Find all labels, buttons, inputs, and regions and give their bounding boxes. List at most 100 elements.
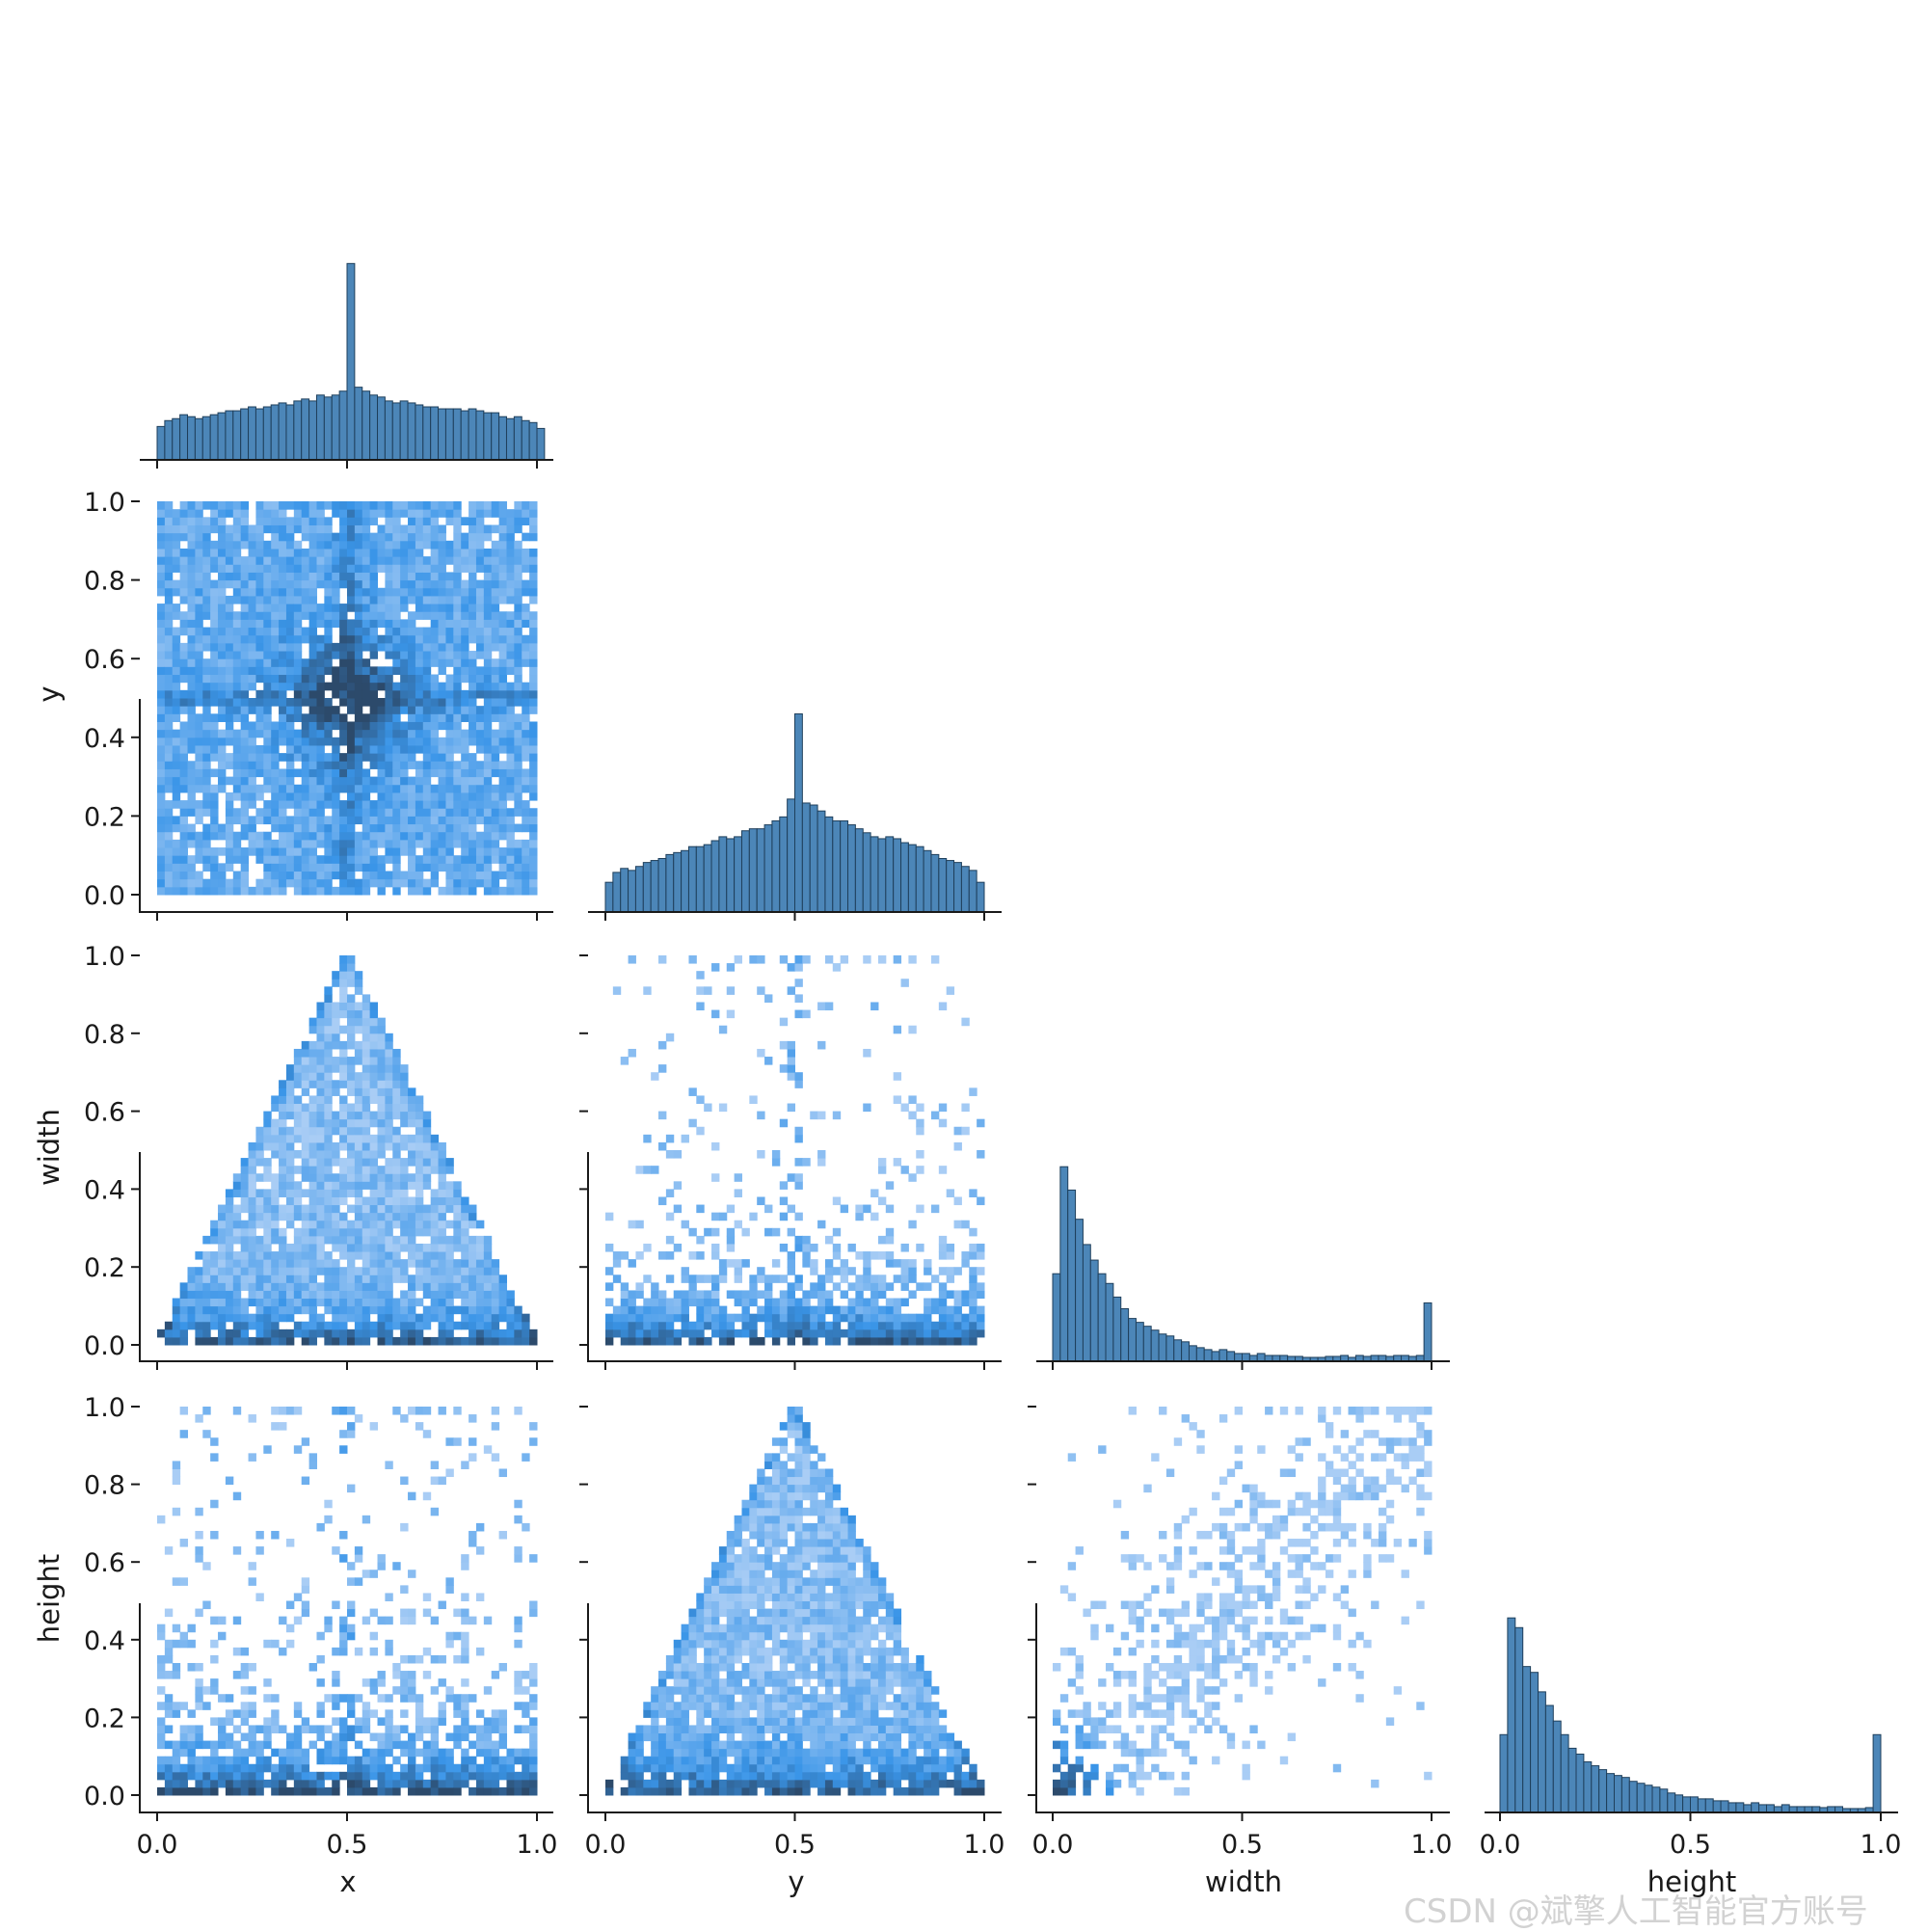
heat-cell (445, 1780, 453, 1788)
heat-cell (370, 879, 378, 888)
heat-cell (370, 1648, 378, 1656)
heat-cell (279, 1749, 286, 1758)
heat-cell (294, 1749, 302, 1758)
heat-cell (378, 604, 386, 612)
heat-cell (362, 1119, 370, 1128)
heat-cell (415, 1127, 423, 1136)
heat-cell (226, 1221, 233, 1229)
heat-cell (453, 501, 461, 510)
heat-cell (855, 1290, 863, 1299)
heat-cell (469, 863, 476, 872)
heat-cell (431, 1251, 439, 1260)
heat-cell (924, 1259, 931, 1268)
heat-cell (757, 1290, 764, 1299)
heat-cell (339, 963, 347, 972)
heat-cell (279, 832, 286, 841)
heat-cell (195, 643, 202, 652)
hist-bar (249, 407, 256, 460)
heat-cell (886, 1329, 894, 1338)
heat-cell (165, 761, 173, 769)
heat-cell (378, 635, 386, 644)
heat-cell (370, 816, 378, 824)
heat-cell (378, 564, 386, 573)
heat-cell (347, 971, 355, 979)
heat-cell (514, 635, 522, 644)
heat-cell (263, 730, 271, 738)
heat-cell (848, 1306, 856, 1315)
heat-cell (249, 1244, 256, 1252)
heat-cell (795, 1244, 803, 1252)
heat-cell (309, 761, 317, 769)
heat-cell (347, 541, 355, 550)
heat-cell (226, 549, 233, 557)
heat-cell (506, 1329, 514, 1338)
heat-cell (355, 1166, 362, 1174)
heat-cell (173, 753, 180, 762)
heat-cell (173, 792, 180, 801)
heat-cell (332, 979, 339, 987)
heat-cell (939, 1299, 947, 1307)
heat-cell (249, 604, 256, 612)
heat-cell (332, 666, 339, 675)
heat-cell (255, 1244, 263, 1252)
heat-cell (226, 683, 233, 691)
heat-cell (711, 963, 719, 972)
heat-cell (461, 666, 469, 675)
heat-cell (316, 1173, 324, 1182)
heat-cell (392, 1741, 400, 1750)
heat-cell (431, 1655, 439, 1664)
heat-cell (408, 1678, 415, 1687)
heat-cell (271, 1717, 279, 1726)
hist-bar (810, 805, 817, 912)
heat-cell (286, 1282, 294, 1291)
heat-cell (249, 1213, 256, 1221)
heat-cell (188, 1749, 196, 1758)
heat-cell (439, 1306, 446, 1315)
hist-bar (1098, 1274, 1106, 1361)
heat-cell (302, 785, 309, 793)
heat-cell (249, 777, 256, 786)
heat-cell (385, 635, 392, 644)
heat-cell (484, 730, 492, 738)
heat-cell (279, 840, 286, 848)
heat-cell (461, 847, 469, 856)
heat-cell (279, 588, 286, 597)
heat-cell (522, 745, 529, 754)
heat-cell (848, 1267, 856, 1275)
heat-cell (453, 564, 461, 573)
heat-cell (355, 698, 362, 707)
heat-cell (492, 611, 499, 620)
heat-cell (408, 524, 415, 533)
heat-cell (241, 1244, 249, 1252)
heat-cell (423, 683, 431, 691)
heat-cell (514, 596, 522, 604)
heat-cell (188, 1322, 196, 1330)
heat-cell (453, 800, 461, 809)
heat-cell (392, 1205, 400, 1214)
heat-cell (370, 1033, 378, 1042)
heat-cell (332, 1299, 339, 1307)
heat-cell (324, 1236, 332, 1245)
heat-cell (727, 1236, 735, 1245)
heat-cell (362, 1717, 370, 1726)
heat-cell (461, 1678, 469, 1687)
heat-cell (492, 824, 499, 833)
heat-cell (370, 596, 378, 604)
heat-cell (735, 1314, 742, 1323)
heat-cell (408, 1236, 415, 1245)
heat-cell (210, 832, 218, 841)
heat-cell (439, 768, 446, 777)
heat-cell (408, 792, 415, 801)
heat-cell (378, 1290, 386, 1299)
heat-cell (226, 879, 233, 888)
heat-cell (302, 1072, 309, 1081)
heat-cell (355, 1337, 362, 1346)
heat-cell (415, 572, 423, 580)
heat-cell (529, 824, 537, 833)
heat-cell (271, 1290, 279, 1299)
heat-cell (249, 1733, 256, 1742)
heat-cell (415, 501, 423, 510)
heat-cell (316, 1205, 324, 1214)
heat-cell (476, 785, 484, 793)
